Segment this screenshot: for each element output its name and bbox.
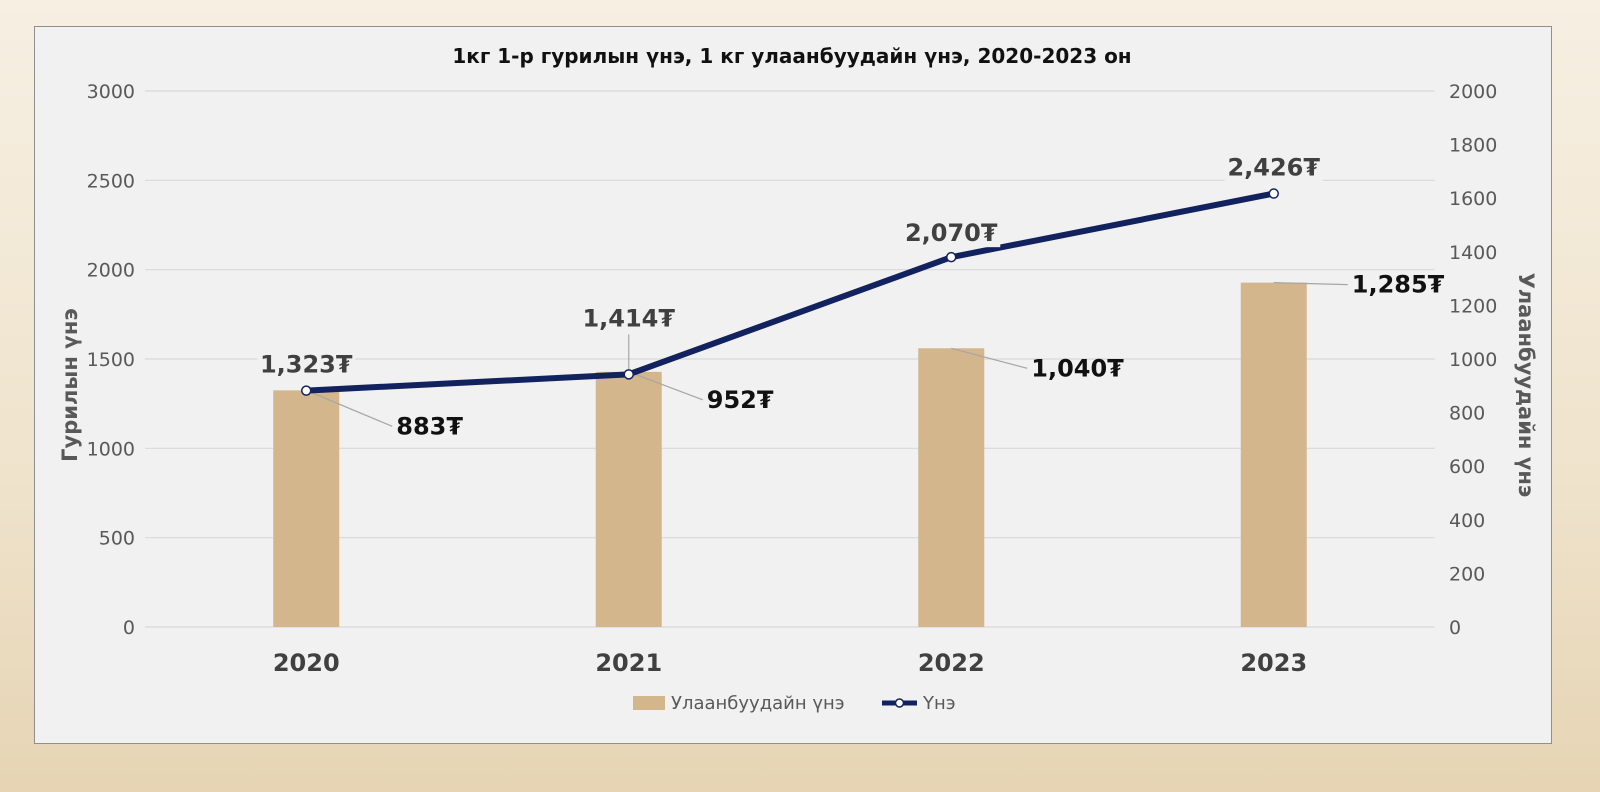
line-label-bg [579, 300, 678, 333]
bar-data-label: 883₮ [396, 412, 463, 440]
bar [918, 348, 985, 627]
legend-bar-label: Улаанбуудайн үнэ [671, 693, 845, 714]
right-tick-label: 200 [1449, 563, 1485, 585]
left-tick-label: 2000 [87, 260, 135, 282]
bar-data-label: 1,040₮ [1031, 354, 1124, 382]
line-label-bg [1224, 149, 1323, 182]
leader-line [951, 347, 1028, 369]
x-tick-label: 2023 [1240, 649, 1307, 677]
axes: 0 500 1000 1500 2000 2500 3000 0 200 400 600 800 100… [87, 81, 1498, 677]
right-tick-label: 400 [1449, 510, 1485, 532]
line-series [301, 188, 1279, 396]
bar [273, 390, 340, 627]
x-tick-label: 2022 [918, 649, 985, 677]
line-point [1268, 188, 1279, 199]
x-tick-label: 2020 [273, 649, 340, 677]
bar [595, 371, 662, 627]
line-data-label: 2,426₮ [1227, 154, 1320, 182]
x-tick-label: 2021 [595, 649, 662, 677]
chart-svg: 1кг 1-р гурилын үнэ, 1 кг улаанбуудайн ү… [58, 44, 1538, 714]
legend-bar-swatch [633, 696, 665, 710]
line-point [623, 369, 634, 380]
right-tick-label: 600 [1449, 456, 1485, 478]
line-data-label: 1,323₮ [260, 351, 353, 379]
legend: Улаанбуудайн үнэ Үнэ [633, 693, 956, 714]
left-tick-label: 500 [99, 528, 135, 550]
left-tick-label: 1000 [87, 438, 135, 460]
left-axis-title: Гурилын үнэ [58, 308, 82, 462]
line-path [303, 190, 1277, 394]
bar-data-label: 952₮ [707, 386, 774, 414]
leader-line [1273, 282, 1348, 286]
left-tick-label: 1500 [87, 349, 135, 371]
right-tick-label: 1000 [1449, 349, 1497, 371]
legend-line-marker [894, 698, 905, 708]
right-tick-label: 1200 [1449, 295, 1497, 317]
left-tick-label: 3000 [87, 81, 135, 103]
line-point [946, 251, 957, 263]
line-point [301, 385, 312, 396]
right-tick-label: 800 [1449, 403, 1485, 425]
left-tick-label: 2500 [87, 170, 135, 192]
right-tick-label: 2000 [1449, 81, 1497, 103]
legend-line-label: Үнэ [922, 693, 956, 714]
line-data-label: 2,070₮ [905, 219, 998, 247]
leader-line [306, 389, 393, 427]
right-tick-label: 1800 [1449, 135, 1497, 157]
bar [1240, 282, 1307, 627]
gridlines [145, 90, 1435, 628]
bar-series [273, 282, 1307, 627]
line-label-bg [257, 346, 356, 379]
chart-frame: 1кг 1-р гурилын үнэ, 1 кг улаанбуудайн ү… [34, 26, 1552, 744]
data-labels: 1,323₮ 1,414₮ 2,070₮ 2,426₮ 883₮ 952₮ 1,040₮ 1,… [257, 149, 1445, 440]
line-data-label: 1,414₮ [582, 304, 675, 332]
bar-data-label: 1,285₮ [1352, 271, 1445, 299]
right-tick-label: 1400 [1449, 242, 1497, 264]
right-tick-label: 0 [1449, 617, 1461, 639]
label-leader-lines [306, 282, 1348, 427]
left-tick-label: 0 [123, 617, 135, 639]
right-axis-title: Улаанбуудайн үнэ [1514, 273, 1538, 498]
leader-line [628, 371, 703, 401]
right-tick-label: 1600 [1449, 188, 1497, 210]
line-label-bg [902, 215, 1001, 248]
chart-title: 1кг 1-р гурилын үнэ, 1 кг улаанбуудайн ү… [452, 44, 1131, 68]
